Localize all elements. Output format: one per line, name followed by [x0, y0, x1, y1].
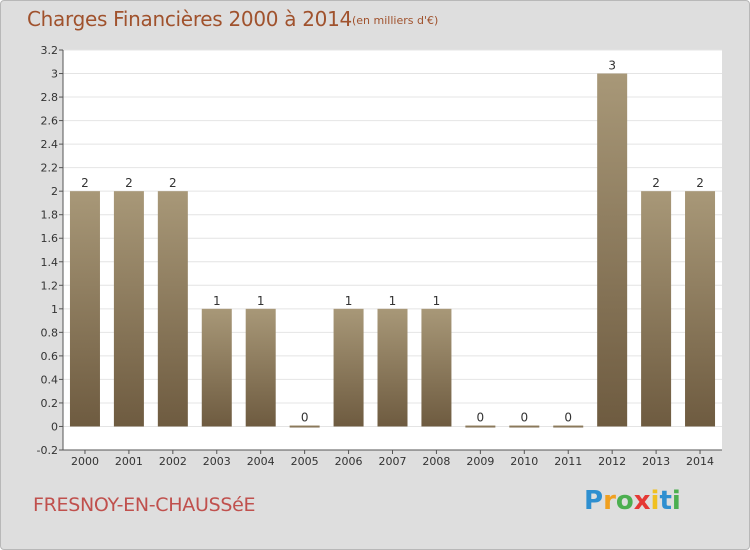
y-tick-label: 1.2 — [41, 279, 59, 292]
y-tick-label: 1 — [51, 303, 58, 316]
bar-2000 — [69, 191, 100, 427]
logo-letter: t — [659, 486, 672, 516]
y-tick-label: 2.6 — [41, 115, 59, 128]
x-tick-label: 2004 — [247, 455, 275, 468]
bar-2010 — [509, 425, 540, 428]
x-tick-label: 2010 — [510, 455, 538, 468]
bar-2014 — [685, 191, 716, 427]
y-tick-label: 2.8 — [41, 91, 59, 104]
y-axis-ticks: -0.2 0 0.2 0.4 0.6 0.8 1 1.2 1.4 1.6 1.8 2 2.2 2.4 2.6… — [37, 44, 63, 457]
y-tick-label: 0.8 — [41, 326, 59, 339]
bar-2007 — [377, 308, 408, 427]
bar-2013 — [641, 191, 672, 427]
bar-value-label: 1 — [345, 294, 353, 308]
bar-value-label: 1 — [433, 294, 441, 308]
logo-letter: x — [633, 486, 651, 516]
x-tick-label: 2005 — [291, 455, 319, 468]
y-tick-label: 0 — [51, 420, 58, 433]
x-tick-label: 2001 — [115, 455, 143, 468]
x-tick-label: 2011 — [554, 455, 582, 468]
bar-2005 — [289, 425, 320, 428]
x-axis-ticks: 2000 2001 2002 2003 2004 2005 2006 2007 2008 2009… — [71, 450, 714, 468]
bars: 2 2 2 1 1 0 1 1 1 0 0 0 3 2 2 — [69, 59, 716, 428]
bar-value-label: 0 — [520, 410, 528, 424]
x-tick-label: 2003 — [203, 455, 231, 468]
chart-title: Charges Financières 2000 à 2014 — [27, 7, 352, 31]
logo-letter: P — [584, 486, 604, 516]
bar-value-label: 2 — [696, 176, 704, 190]
logo-letter: i — [671, 486, 681, 516]
bar-2012 — [597, 73, 628, 427]
y-tick-label: 1.8 — [41, 209, 59, 222]
y-tick-label: 1.6 — [41, 232, 59, 245]
bar-2001 — [113, 191, 144, 427]
x-tick-label: 2000 — [71, 455, 99, 468]
bar-value-label: 1 — [389, 294, 397, 308]
bar-value-label: 1 — [213, 294, 221, 308]
y-tick-label: 3 — [51, 68, 58, 81]
proxiti-logo: Proxiti — [584, 486, 681, 516]
y-tick-label: 0.6 — [41, 350, 59, 363]
bar-value-label: 1 — [257, 294, 265, 308]
logo-letter: r — [603, 486, 616, 516]
x-tick-label: 2008 — [422, 455, 450, 468]
bar-value-label: 2 — [125, 176, 133, 190]
y-tick-label: 2 — [51, 185, 58, 198]
bar-2002 — [157, 191, 188, 427]
bar-value-label: 0 — [301, 410, 309, 424]
bar-2011 — [553, 425, 584, 428]
x-tick-label: 2014 — [686, 455, 714, 468]
logo-letter: o — [615, 486, 634, 516]
bar-value-label: 0 — [564, 410, 572, 424]
logo-letter: i — [650, 486, 660, 516]
y-tick-label: 0.4 — [41, 373, 59, 386]
bar-2003 — [201, 308, 232, 427]
commune-name: FRESNOY-EN-CHAUSSéE — [33, 494, 256, 516]
x-tick-label: 2013 — [642, 455, 670, 468]
bar-2008 — [421, 308, 452, 427]
x-tick-label: 2012 — [598, 455, 626, 468]
y-tick-label: 3.2 — [41, 44, 59, 57]
bar-value-label: 2 — [81, 176, 89, 190]
y-tick-label: 2.2 — [41, 162, 59, 175]
x-tick-label: 2009 — [466, 455, 494, 468]
y-tick-label: 0.2 — [41, 397, 59, 410]
y-tick-label: 1.4 — [41, 256, 59, 269]
bar-2004 — [245, 308, 276, 427]
x-tick-label: 2002 — [159, 455, 187, 468]
bar-2006 — [333, 308, 364, 427]
y-tick-label: -0.2 — [37, 444, 58, 457]
y-tick-label: 2.4 — [41, 138, 59, 151]
x-tick-label: 2007 — [379, 455, 407, 468]
bar-value-label: 0 — [477, 410, 485, 424]
bar-2009 — [465, 425, 496, 428]
bar-value-label: 2 — [169, 176, 177, 190]
bar-value-label: 3 — [608, 59, 616, 73]
x-tick-label: 2006 — [335, 455, 363, 468]
bar-value-label: 2 — [652, 176, 660, 190]
chart-subtitle: (en milliers d'€) — [352, 14, 439, 27]
